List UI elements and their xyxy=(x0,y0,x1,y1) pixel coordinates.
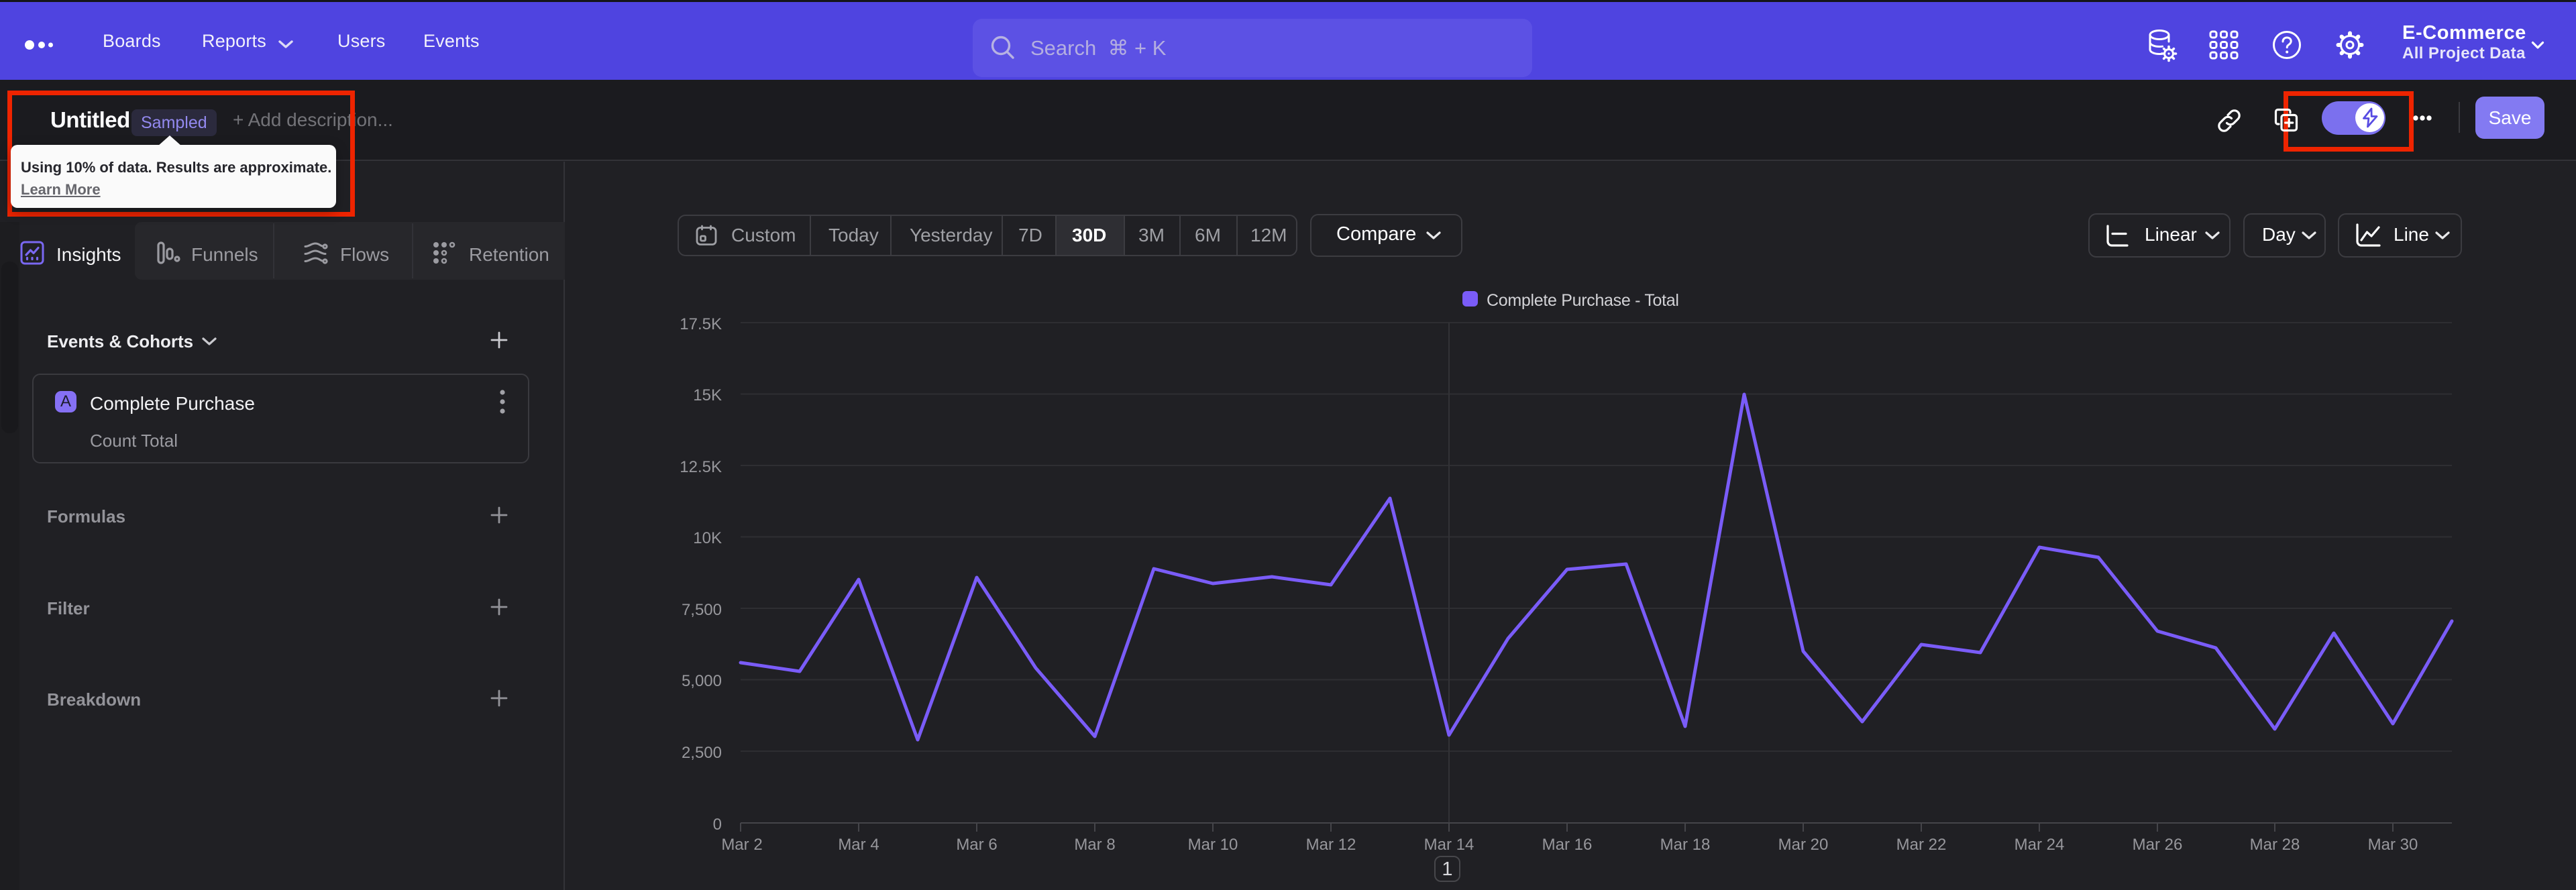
svg-text:0: 0 xyxy=(713,816,722,834)
svg-text:2,500: 2,500 xyxy=(682,744,722,762)
svg-text:Mar 4: Mar 4 xyxy=(838,836,879,854)
svg-text:Mar 26: Mar 26 xyxy=(2133,836,2183,854)
svg-text:15K: 15K xyxy=(693,386,722,404)
svg-text:10K: 10K xyxy=(693,529,722,547)
svg-text:Mar 8: Mar 8 xyxy=(1074,836,1115,854)
svg-text:Mar 6: Mar 6 xyxy=(956,836,997,854)
svg-text:12.5K: 12.5K xyxy=(680,458,722,476)
svg-text:Mar 24: Mar 24 xyxy=(2015,836,2065,854)
svg-text:Mar 30: Mar 30 xyxy=(2368,836,2418,854)
svg-text:Mar 14: Mar 14 xyxy=(1424,836,1474,854)
svg-text:7,500: 7,500 xyxy=(682,601,722,619)
svg-text:Mar 16: Mar 16 xyxy=(1542,836,1593,854)
svg-text:Mar 2: Mar 2 xyxy=(721,836,762,854)
svg-text:Mar 18: Mar 18 xyxy=(1660,836,1711,854)
svg-text:5,000: 5,000 xyxy=(682,672,722,690)
svg-text:Mar 10: Mar 10 xyxy=(1188,836,1238,854)
svg-text:Mar 28: Mar 28 xyxy=(2250,836,2300,854)
svg-text:Mar 22: Mar 22 xyxy=(1896,836,1947,854)
svg-text:Complete Purchase - Total: Complete Purchase - Total xyxy=(1487,291,1679,310)
svg-text:Mar 12: Mar 12 xyxy=(1306,836,1356,854)
svg-text:Mar 20: Mar 20 xyxy=(1778,836,1829,854)
svg-text:17.5K: 17.5K xyxy=(680,315,722,333)
